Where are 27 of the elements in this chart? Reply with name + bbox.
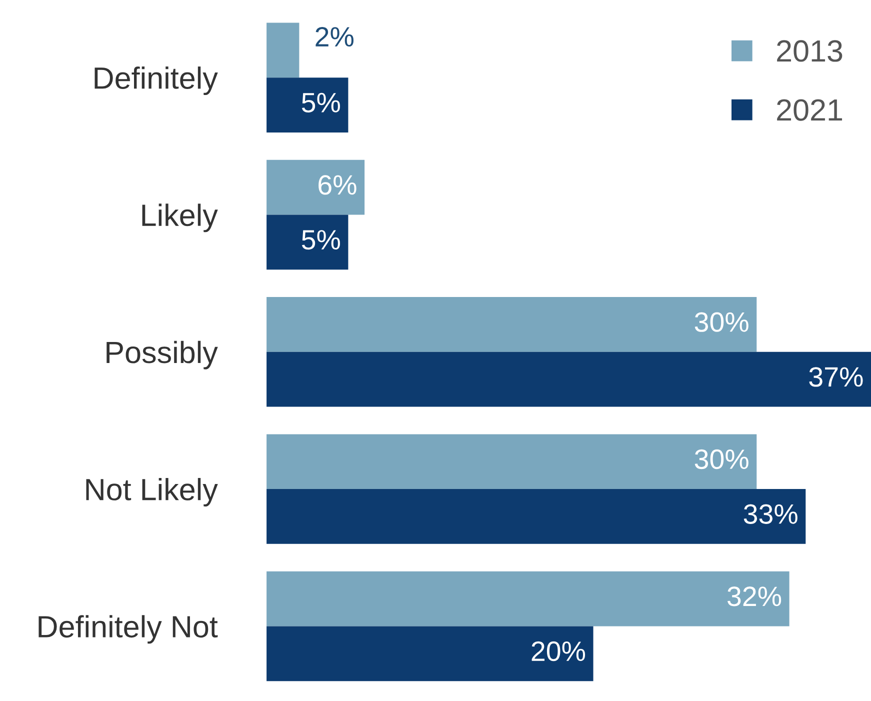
bar xyxy=(266,352,871,407)
bar xyxy=(266,22,300,78)
data-label: 5% xyxy=(302,92,340,112)
bar xyxy=(266,78,348,132)
data-label: 33% xyxy=(744,504,798,524)
bar xyxy=(266,160,365,215)
legend-label: 2021 xyxy=(777,99,842,121)
y-tick-label: Not Likely xyxy=(86,478,218,506)
bar xyxy=(266,626,594,682)
y-tick-label: Possibly xyxy=(106,340,218,370)
y-tick-label: Definitely xyxy=(94,66,218,96)
y-tick-label: Definitely Not xyxy=(38,615,218,644)
data-label: 30% xyxy=(694,449,748,470)
bar xyxy=(266,297,757,352)
data-label: 20% xyxy=(532,641,586,662)
bar xyxy=(266,214,348,270)
legend-label: 2013 xyxy=(777,40,842,62)
data-label: 37% xyxy=(809,367,863,387)
data-label: 32% xyxy=(728,586,782,606)
data-label: 30% xyxy=(694,312,748,332)
data-label: 5% xyxy=(302,230,340,250)
bar xyxy=(266,571,790,626)
bar xyxy=(266,489,806,544)
data-label: 6% xyxy=(318,175,356,195)
y-tick-label: Likely xyxy=(142,204,218,232)
data-label: 2% xyxy=(316,26,354,47)
bar xyxy=(266,434,757,490)
